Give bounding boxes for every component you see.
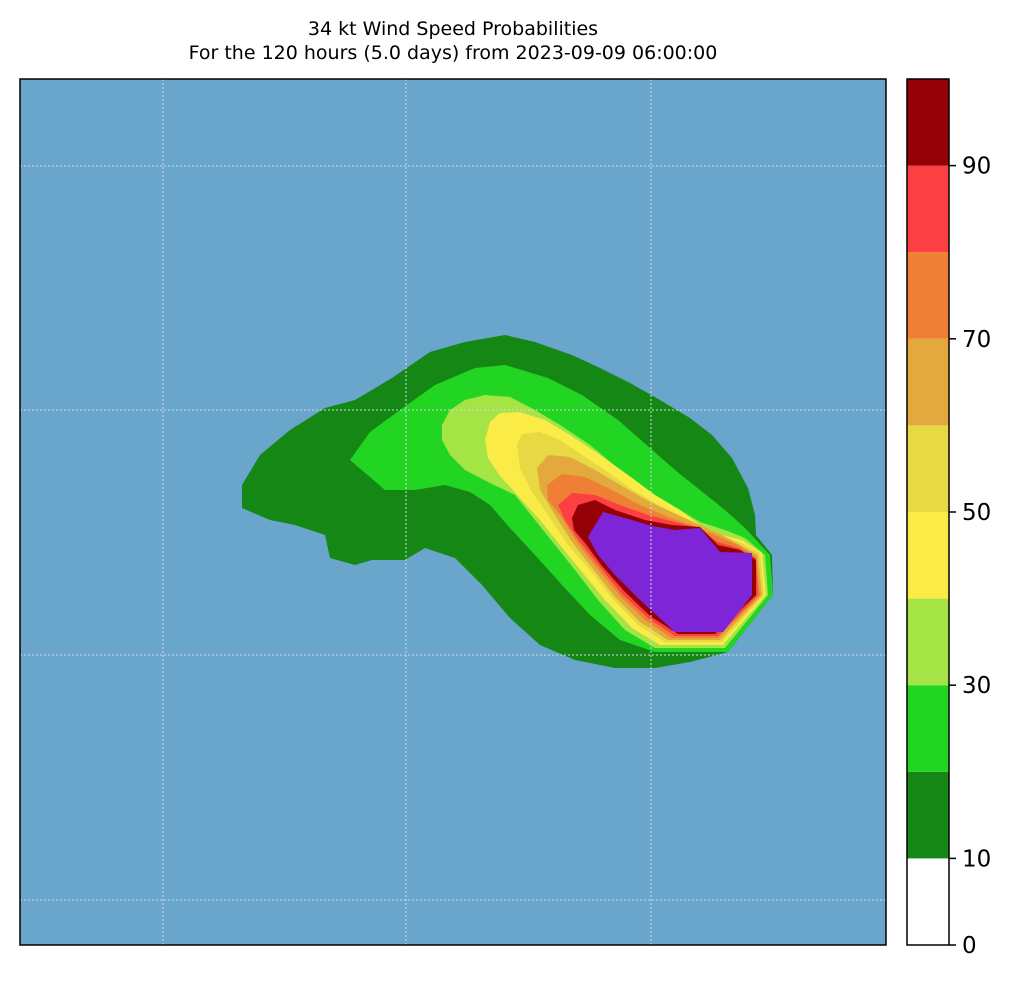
colorbar-tick-label: 50: [962, 500, 991, 526]
colorbar: 0 10 30 50 70 90: [906, 78, 991, 959]
colorbar-band-8: [907, 165, 949, 253]
chart-subtitle: For the 120 hours (5.0 days) from 2023-0…: [188, 42, 718, 64]
colorbar-band-1: [907, 771, 949, 859]
colorbar-band-4: [907, 512, 949, 599]
colorbar-tick-label: 0: [962, 933, 977, 959]
colorbar-tick-label: 30: [962, 673, 991, 699]
colorbar-band-6: [907, 338, 949, 426]
colorbar-band-2: [907, 685, 949, 772]
colorbar-band-0: [907, 858, 949, 945]
colorbar-tick-label: 70: [962, 327, 991, 353]
map-panel: [19, 78, 887, 946]
colorbar-ticks: 0 10 30 50 70 90: [949, 154, 991, 959]
probability-contours: [242, 335, 773, 668]
colorbar-band-9: [907, 79, 949, 166]
colorbar-tick-label: 10: [962, 846, 991, 872]
map-frame: [19, 78, 887, 946]
map-gridlines: [20, 79, 886, 945]
contour-band-100: [588, 512, 752, 632]
colorbar-band-7: [907, 252, 949, 339]
colorbar-band-3: [907, 598, 949, 686]
chart-title-block: 34 kt Wind Speed Probabilities For the 1…: [20, 17, 886, 65]
colorbar-bands: [907, 79, 949, 945]
colorbar-band-5: [907, 425, 949, 512]
chart-title: 34 kt Wind Speed Probabilities: [307, 18, 599, 40]
colorbar-tick-label: 90: [962, 154, 991, 180]
